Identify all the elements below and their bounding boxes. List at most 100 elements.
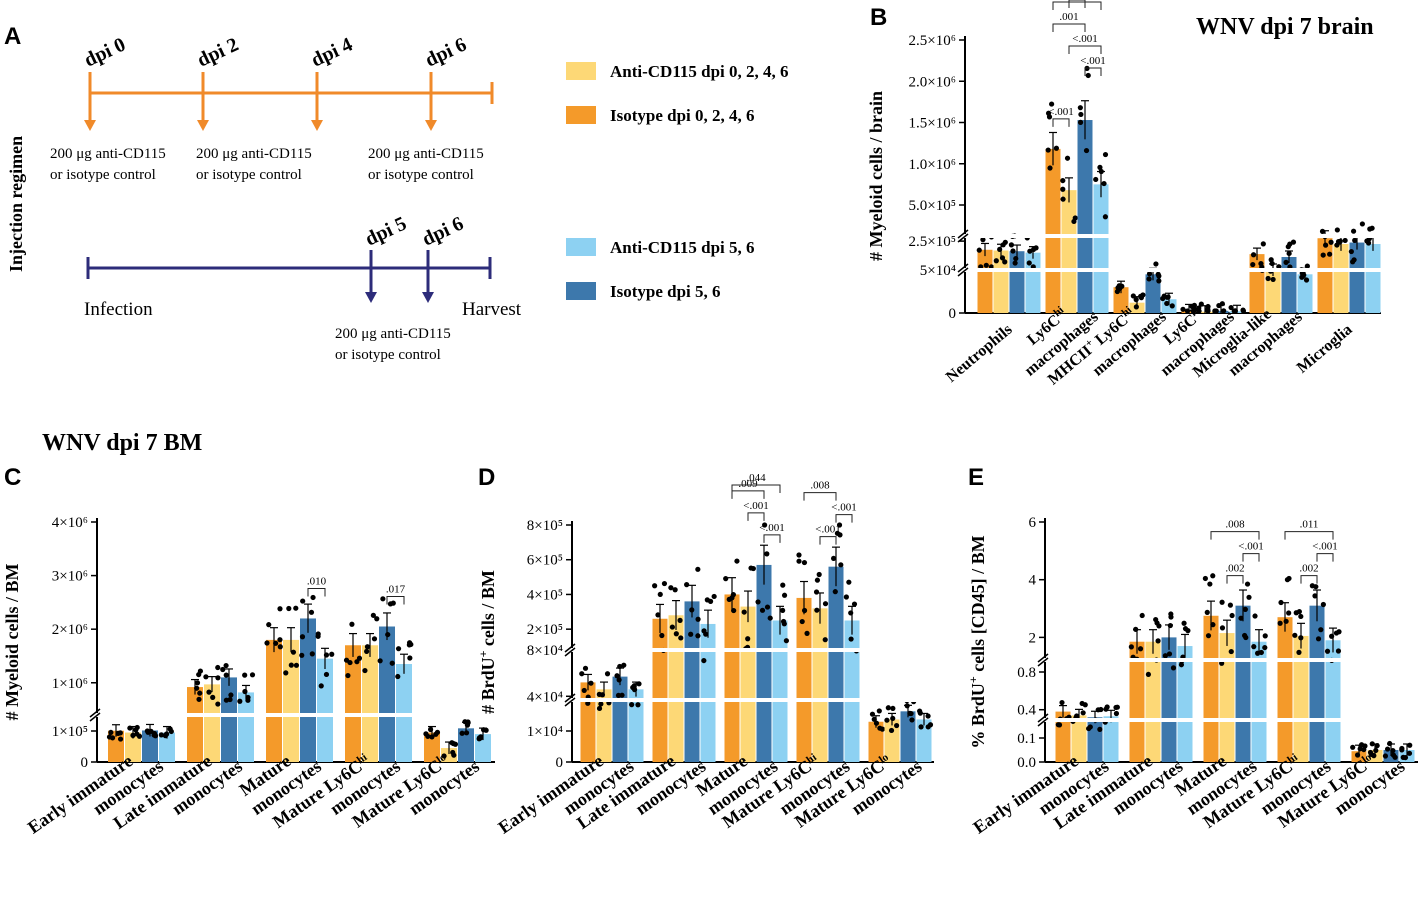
axis-break-mark	[1037, 717, 1049, 727]
data-point	[1210, 622, 1216, 628]
data-point	[1113, 710, 1120, 717]
data-point	[585, 700, 591, 706]
orange-tick-2	[197, 72, 209, 131]
data-point	[885, 705, 891, 711]
data-point	[290, 649, 297, 655]
significance-bracket	[731, 490, 765, 499]
data-point	[1296, 649, 1302, 655]
bar	[1325, 640, 1341, 762]
y-tick-label: 0.1	[1017, 731, 1036, 747]
legend-label: Anti-CD115 dpi 5, 6	[610, 238, 755, 257]
bar	[125, 732, 141, 762]
data-point	[617, 663, 623, 670]
data-point	[266, 622, 272, 628]
data-point	[1313, 584, 1319, 590]
dose-text: or isotype control	[368, 167, 474, 183]
bar	[1103, 716, 1119, 762]
y-tick-label: 0.8	[1017, 665, 1036, 681]
data-point	[1155, 638, 1161, 644]
data-point	[1329, 633, 1335, 639]
significance-bracket	[386, 596, 405, 605]
data-point	[362, 667, 368, 674]
bar	[1365, 244, 1381, 313]
data-point	[813, 589, 820, 595]
data-point	[329, 651, 335, 657]
data-point	[1013, 255, 1019, 262]
bar	[1145, 274, 1161, 313]
data-point	[814, 607, 820, 613]
data-point	[741, 609, 747, 615]
data-point	[197, 668, 204, 674]
chart-panel-c: C # Myeloid cells / BM 0 1×10⁵ 1×10⁶ 2×10⁶ 3×1…	[2, 464, 497, 838]
panel-a: A Injection regimen dpi 0 dpi 2 dpi 4 dp…	[4, 23, 789, 363]
data-point	[726, 596, 732, 603]
infection-label: Infection	[84, 299, 153, 320]
significance-bracket	[1052, 118, 1070, 127]
data-point	[1384, 746, 1391, 752]
bar	[362, 645, 378, 762]
data-point	[799, 618, 805, 625]
data-point	[1406, 750, 1413, 756]
injection-regimen-label: Injection regimen	[6, 136, 26, 272]
legend: Anti-CD115 dpi 0, 2, 4, 6 Isotype dpi 0,…	[566, 62, 789, 301]
data-point	[636, 681, 642, 687]
data-point	[1072, 215, 1078, 221]
data-point	[1374, 743, 1380, 749]
data-point	[1219, 625, 1226, 631]
data-point	[364, 644, 371, 650]
panel-label: E	[968, 464, 984, 491]
dose-text: 200 μg anti-CD115	[50, 146, 166, 162]
axis-break	[1037, 718, 1418, 722]
data-point	[1286, 250, 1292, 257]
data-point	[1265, 275, 1271, 282]
data-point	[927, 722, 934, 728]
data-point	[1008, 242, 1015, 248]
axis-break	[957, 268, 1383, 272]
data-point	[616, 677, 622, 683]
data-point	[323, 652, 330, 658]
data-point	[1369, 741, 1375, 747]
data-point	[832, 589, 838, 595]
data-point	[1049, 101, 1055, 107]
data-point	[277, 637, 283, 643]
data-point	[869, 711, 876, 717]
data-point	[1232, 308, 1238, 314]
legend-label: Isotype dpi 5, 6	[610, 282, 721, 301]
data-point	[264, 640, 270, 646]
data-point	[1169, 303, 1175, 309]
data-point	[385, 631, 391, 638]
bar	[828, 566, 844, 762]
data-point	[695, 633, 701, 639]
p-value-label: .010	[307, 575, 327, 587]
data-point	[1086, 725, 1092, 732]
bar	[458, 728, 474, 762]
data-point	[1351, 257, 1357, 263]
data-point	[814, 577, 821, 583]
data-point	[1085, 72, 1091, 79]
data-point	[407, 655, 413, 661]
y-tick-label: 5.0×10⁵	[909, 198, 956, 214]
data-point	[323, 671, 330, 678]
p-value-label: <.001	[1048, 106, 1073, 118]
dose-text: 200 μg anti-CD115	[196, 146, 312, 162]
data-point	[1283, 259, 1289, 265]
y-tick-label: 2.0×10⁶	[909, 74, 956, 90]
significance-bracket	[1300, 575, 1318, 584]
data-point	[619, 692, 625, 698]
data-point	[1064, 155, 1071, 161]
bar	[142, 730, 158, 762]
data-point	[343, 657, 350, 663]
p-value-label: .008	[1225, 519, 1245, 531]
data-point	[194, 685, 200, 691]
bar	[1061, 190, 1077, 313]
data-point	[1262, 644, 1268, 651]
p-value-label: <.001	[1312, 541, 1337, 553]
data-point	[830, 555, 837, 562]
p-value-label: .008	[810, 480, 830, 492]
data-point	[890, 705, 896, 712]
data-point	[723, 576, 729, 582]
significance-bracket	[835, 514, 853, 523]
p-value-label: .009	[738, 478, 758, 490]
data-point	[152, 733, 159, 739]
data-point	[300, 598, 306, 604]
